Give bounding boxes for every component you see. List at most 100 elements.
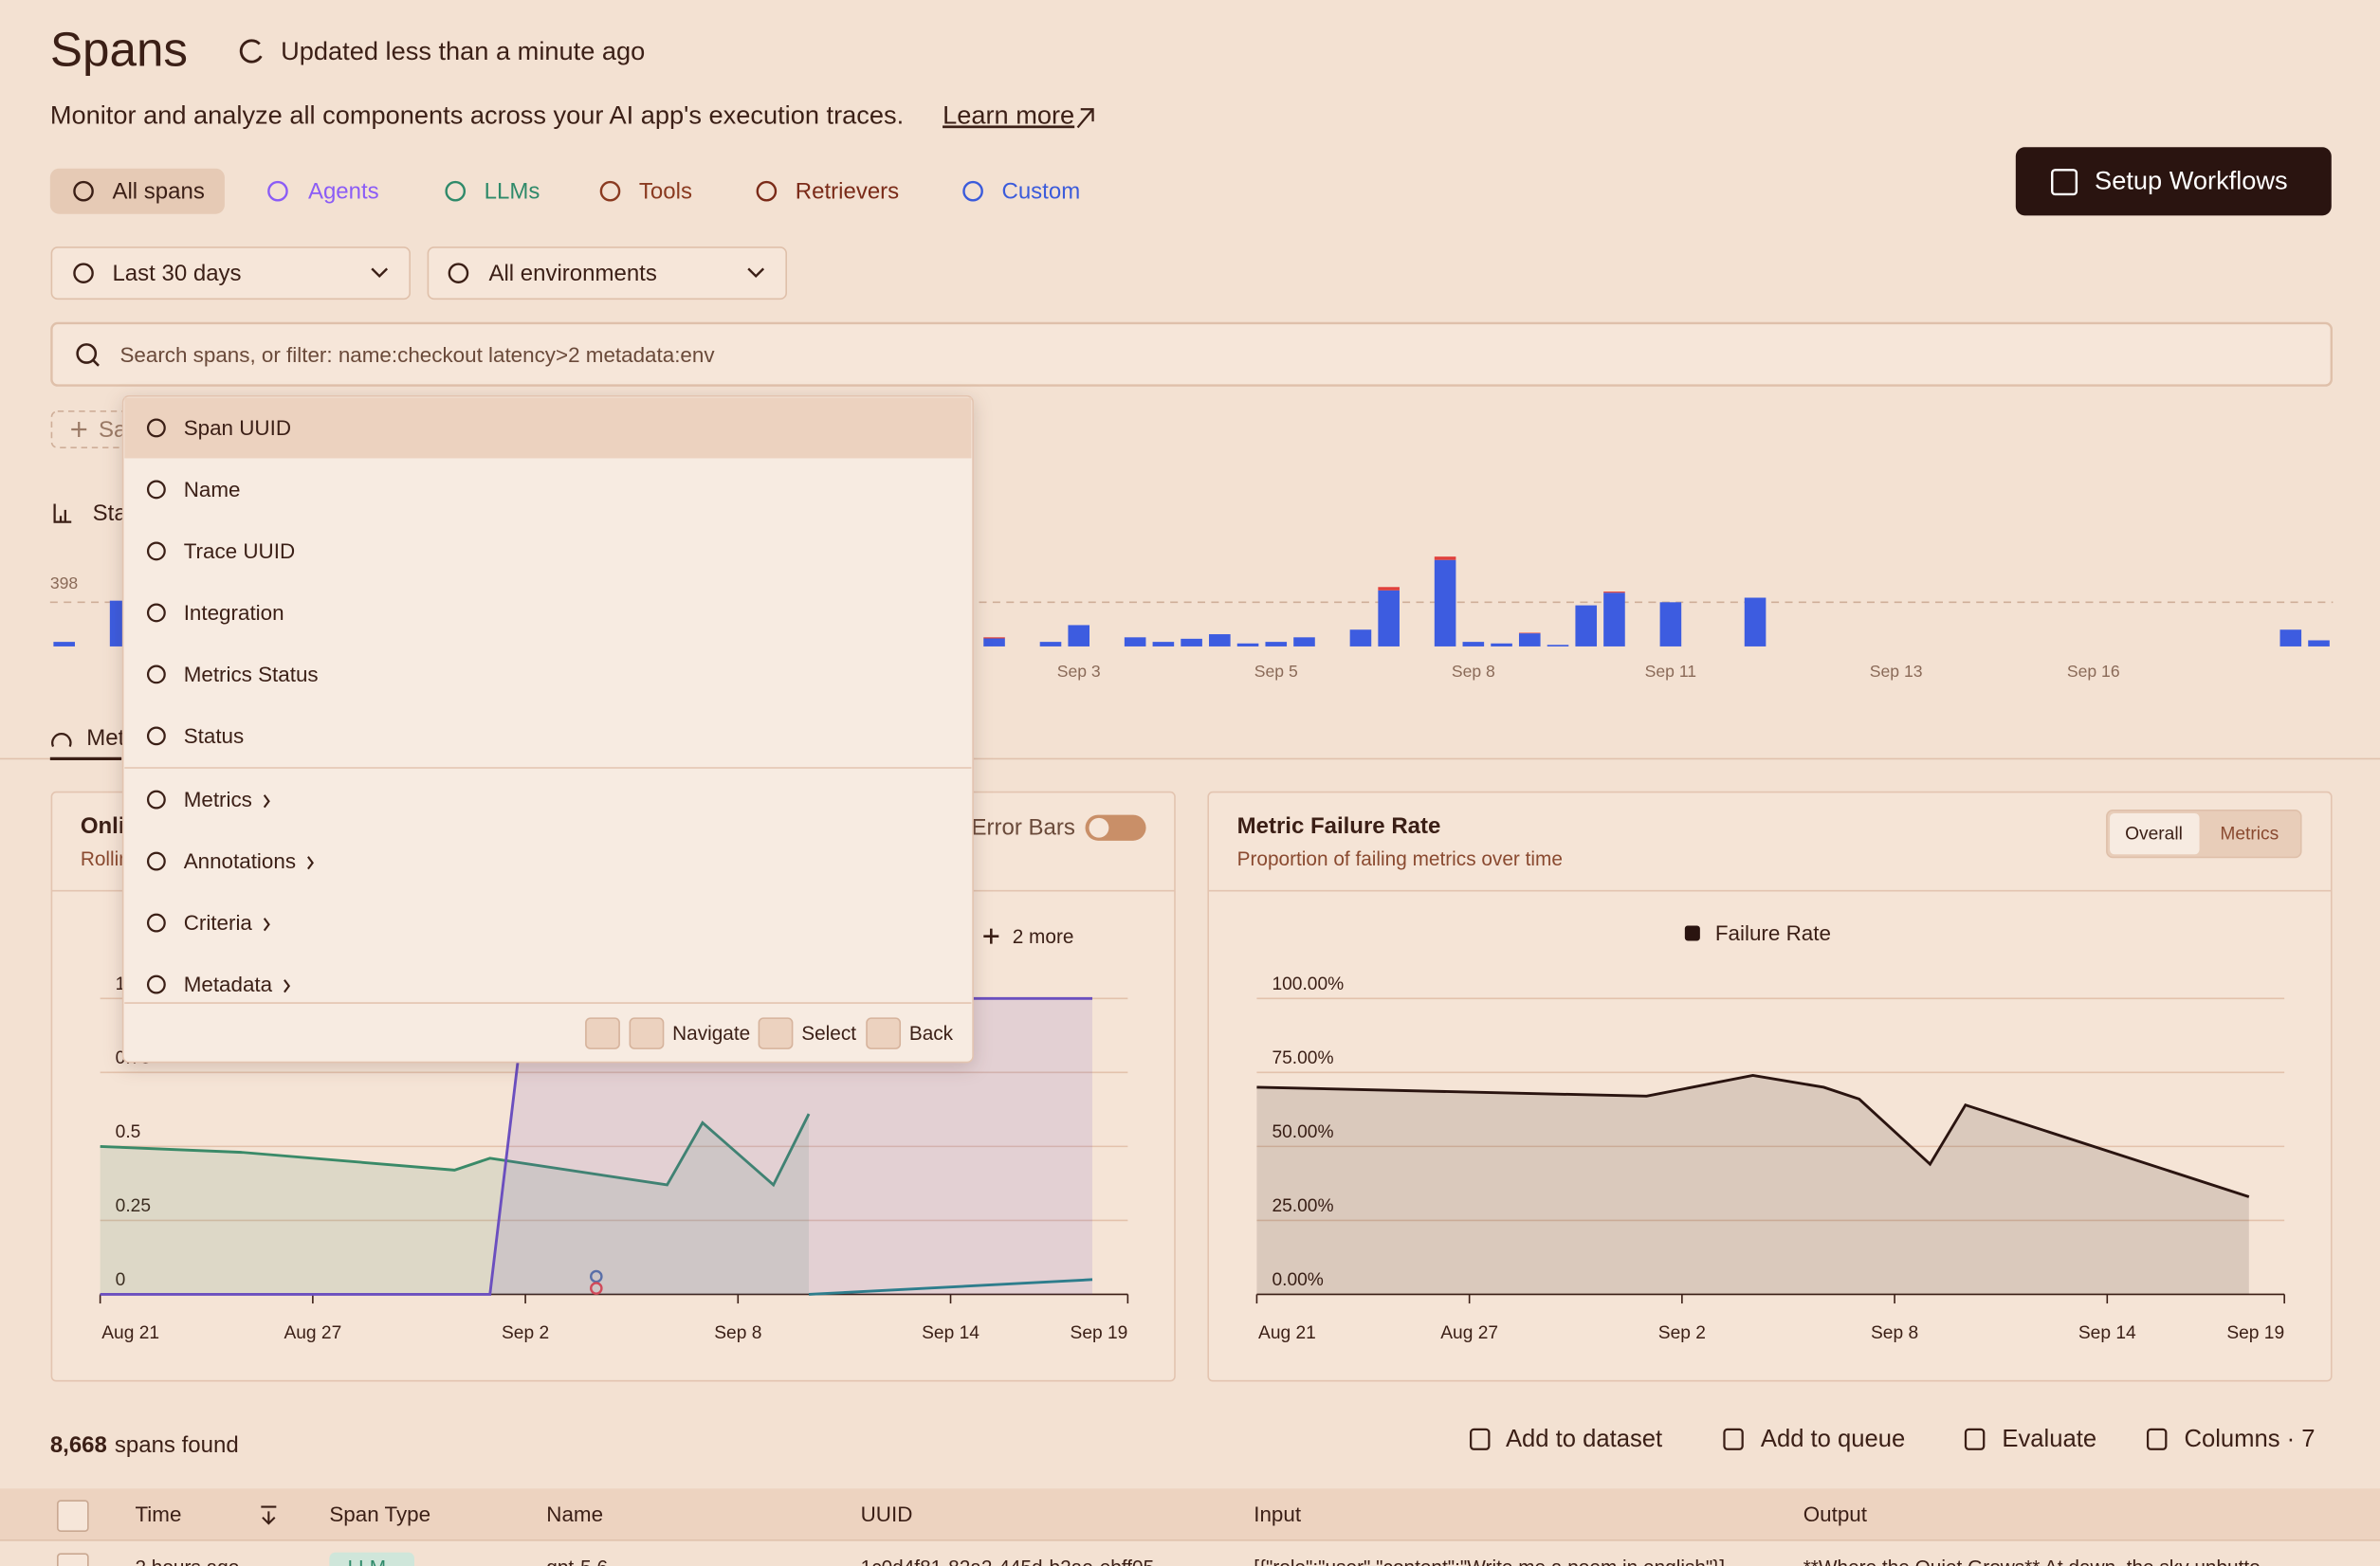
x-tick-label: Sep 8 [714, 1323, 761, 1343]
y-tick-label: 0.00% [1272, 1270, 1323, 1290]
dropdown-submenu[interactable]: Metadata [184, 973, 273, 996]
histogram-bar [1349, 629, 1372, 646]
histogram-bar [53, 642, 75, 646]
column-header[interactable]: Time [135, 1502, 181, 1526]
histogram-bar [1575, 605, 1598, 646]
select-box[interactable] [427, 246, 787, 300]
y-tick-label: 0.25 [116, 1196, 151, 1216]
column-header[interactable]: Output [1803, 1502, 1868, 1526]
tab[interactable]: Custom [1002, 179, 1081, 205]
chevron [747, 267, 765, 279]
tab[interactable]: Tools [639, 179, 692, 205]
description: Monitor and analyze all components acros… [50, 100, 904, 129]
point-marker [590, 1269, 603, 1284]
search-box[interactable] [50, 321, 2333, 387]
tab[interactable]: LLMs [485, 179, 540, 205]
action-button[interactable]: Add to dataset [1506, 1426, 1662, 1452]
learn-more-link[interactable]: Learn more [943, 100, 1074, 129]
field-icon [146, 665, 166, 684]
action-button[interactable]: Evaluate [2002, 1426, 2096, 1452]
column-header[interactable]: UUID [861, 1502, 913, 1526]
table-header [0, 1488, 2380, 1540]
dropdown-submenu[interactable]: Annotations [184, 849, 296, 873]
dropdown-option[interactable]: Trace UUID [184, 539, 295, 563]
chart-title: Metric Failure Rate [1237, 813, 1441, 839]
key-hint [866, 1017, 902, 1049]
group-icon [146, 790, 166, 810]
setup-button-label[interactable]: Setup Workflows [2095, 165, 2288, 194]
table-cell: [{"role":"user","content":"Write me a po… [1254, 1557, 1725, 1566]
page-title: Spans [50, 23, 188, 77]
updated-status: Updated less than a minute ago [281, 36, 645, 65]
y-tick-label: 75.00% [1272, 1048, 1333, 1068]
action-button[interactable]: Add to queue [1761, 1426, 1905, 1452]
row-checkbox[interactable] [57, 1553, 89, 1566]
chart-title: Onli [81, 813, 125, 839]
dropdown-option[interactable]: Span UUID [184, 416, 291, 440]
submenu-chevron [307, 856, 314, 870]
point-marker [590, 1282, 603, 1295]
select-value[interactable]: Last 30 days [112, 261, 241, 286]
chart-subtitle: Proportion of failing metrics over time [1237, 848, 1563, 870]
dropdown-option[interactable]: Integration [184, 601, 284, 625]
histogram-bar [1181, 638, 1202, 646]
histogram-bar [1265, 642, 1288, 646]
metrics-tab[interactable]: Met [86, 725, 124, 751]
plus-icon [71, 422, 87, 438]
histogram-bar [1124, 637, 1146, 646]
dropdown-option[interactable]: Status [184, 724, 245, 748]
y-tick-label: 25.00% [1272, 1196, 1333, 1216]
toggle-label: Error Bars [971, 814, 1074, 840]
select-icon [448, 263, 469, 283]
y-tick-label: 1 [116, 974, 126, 994]
histogram-bar [1152, 642, 1175, 646]
x-tick-label: Sep 13 [1870, 662, 1923, 681]
search-placeholder[interactable]: Search spans, or filter: name:checkout l… [119, 343, 715, 367]
sort-icon [261, 1505, 277, 1525]
action-icon [1964, 1428, 1986, 1450]
x-tick-label: Sep 3 [1057, 662, 1101, 681]
more-series[interactable]: 2 more [1013, 926, 1074, 948]
search-icon [76, 343, 98, 364]
table-cell: 2 hours ago [135, 1557, 239, 1566]
select-box[interactable] [50, 246, 412, 300]
dropdown-option[interactable]: Metrics Status [184, 663, 319, 686]
dropdown-submenu[interactable]: Criteria [184, 911, 253, 935]
tab-icon [599, 180, 621, 202]
select-all-checkbox[interactable] [57, 1500, 89, 1532]
x-tick-label: Aug 21 [101, 1323, 159, 1343]
segment-option[interactable]: Overall [2125, 825, 2183, 845]
setup-button[interactable] [2015, 147, 2332, 216]
key-hint-label: Back [909, 1023, 954, 1045]
save-view-button[interactable] [50, 410, 159, 449]
histogram-bar [2279, 629, 2302, 646]
segment-option[interactable]: Metrics [2220, 825, 2279, 845]
column-header[interactable]: Input [1254, 1502, 1302, 1526]
tab-icon [73, 180, 94, 202]
dropdown-panel [121, 395, 974, 1064]
action-button[interactable]: Columns · 7 [2185, 1426, 2316, 1452]
x-tick-label: Sep 16 [2067, 662, 2120, 681]
dropdown-option[interactable]: Name [184, 478, 241, 501]
filter-dropdown: Span UUID Name Trace UUID Integration Metric… [121, 395, 974, 1064]
x-tick-label: Sep 5 [1254, 662, 1298, 681]
tab-icon [445, 180, 467, 202]
x-tick-label: Sep 11 [1645, 662, 1696, 681]
select-value[interactable]: All environments [488, 261, 656, 286]
series-line [100, 1113, 811, 1188]
series-line [808, 1278, 1093, 1296]
segment-selected [2110, 813, 2200, 855]
histogram-bar [1039, 642, 1062, 646]
x-tick-label: Aug 27 [284, 1323, 341, 1343]
histogram-bar [1518, 633, 1541, 646]
key-hint [629, 1017, 665, 1049]
tab[interactable]: Agents [308, 179, 379, 205]
select-icon [73, 263, 94, 283]
tab[interactable]: Retrievers [796, 179, 899, 205]
column-header[interactable]: Name [546, 1502, 603, 1526]
histogram-bar [983, 638, 1005, 646]
dropdown-submenu[interactable]: Metrics [184, 788, 252, 811]
tab[interactable]: All spans [112, 179, 204, 205]
tab-icon [267, 180, 288, 202]
column-header[interactable]: Span Type [329, 1502, 430, 1526]
